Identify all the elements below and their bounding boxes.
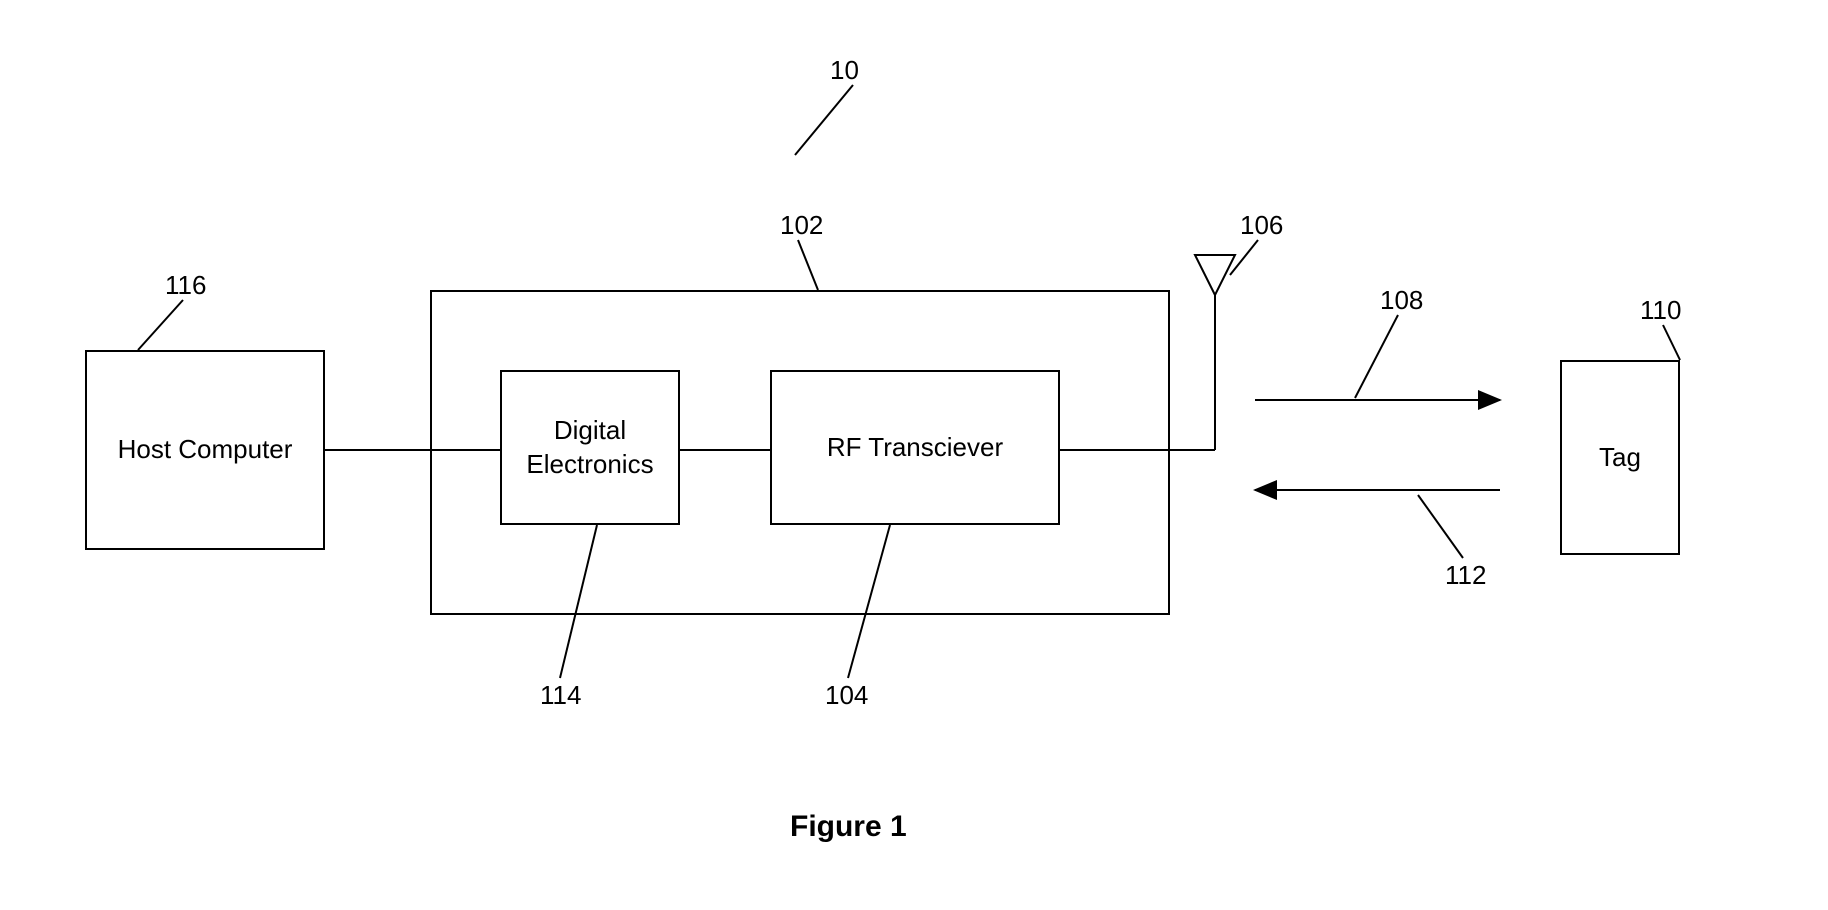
figure-title: Figure 1 [790, 810, 907, 844]
forward-ref-label: 108 [1380, 285, 1423, 316]
rf-transceiver-label: RF Transciever [827, 431, 1003, 465]
back-ref-label: 112 [1445, 560, 1486, 591]
host-ref-label: 116 [165, 270, 206, 301]
host-computer-box: Host Computer [85, 350, 325, 550]
host-leader-line [138, 300, 183, 350]
antenna-ref-label: 106 [1240, 210, 1283, 241]
tagref-leader-line [1663, 325, 1680, 360]
antenna-leader-line [1230, 240, 1258, 275]
digital-electronics-box: DigitalElectronics [500, 370, 680, 525]
antenna-triangle-icon [1195, 255, 1235, 295]
rfid-system-diagram: Host Computer DigitalElectronics RF Tran… [0, 0, 1828, 910]
rf-ref-label: 104 [825, 680, 868, 711]
back-leader-line [1418, 495, 1463, 558]
host-computer-label: Host Computer [118, 433, 293, 467]
tag-box: Tag [1560, 360, 1680, 555]
system-leader-line [795, 85, 853, 155]
system-ref-label: 10 [830, 55, 859, 86]
tag-ref-label: 110 [1640, 295, 1681, 326]
digital-electronics-label: DigitalElectronics [526, 414, 653, 482]
reader-leader-line [798, 240, 818, 290]
rf-transceiver-box: RF Transciever [770, 370, 1060, 525]
forward-leader-line [1355, 315, 1398, 398]
tag-label: Tag [1599, 441, 1641, 475]
reader-ref-label: 102 [780, 210, 823, 241]
digital-ref-label: 114 [540, 680, 581, 711]
